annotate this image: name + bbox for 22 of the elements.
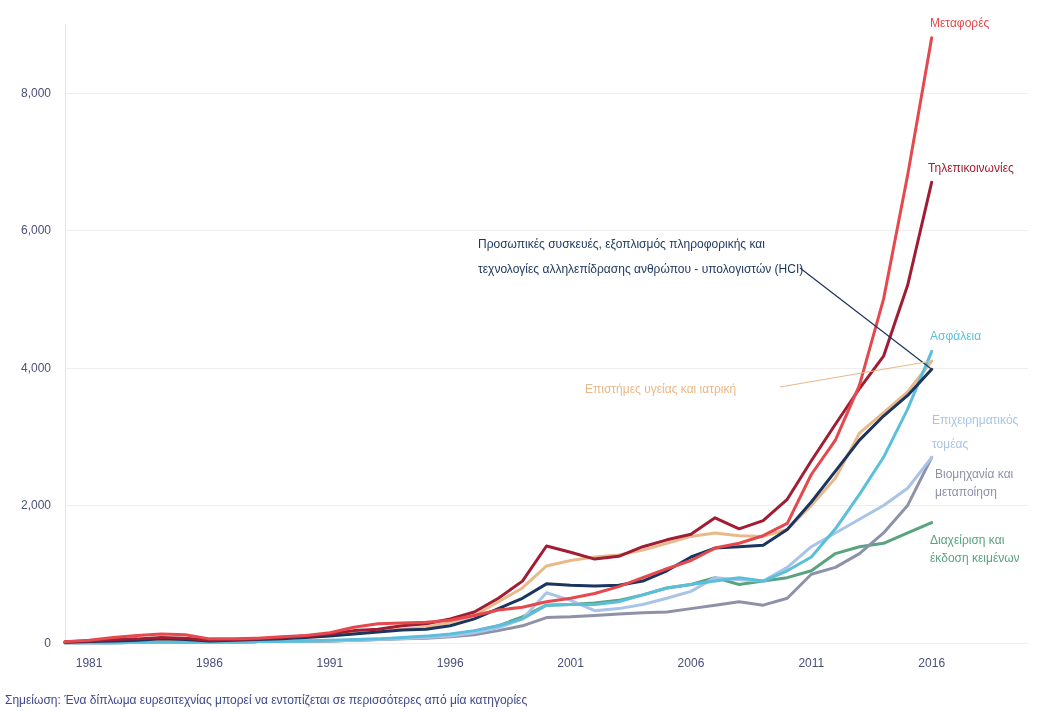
series-label: Επιχειρηματικός τομέας — [932, 413, 1019, 451]
series-label: Τηλεπικοινωνίες — [928, 161, 1014, 175]
y-tick-label: 0 — [44, 636, 52, 650]
x-tick-label: 2011 — [798, 656, 825, 670]
x-tick-label: 2016 — [918, 656, 946, 670]
text: Προσωπικές συσκευές, εξοπλισμός πληροφορικής και τεχνολογίες αλληλεπίδρασης ανθρώπου - υπολογιστών (HCI) — [478, 236, 804, 276]
x-tick-label: 2006 — [677, 656, 705, 670]
series-label: Βιομηχανία και μεταποίηση — [935, 467, 1014, 499]
x-tick-label: 1981 — [75, 656, 103, 670]
y-tick-label: 4,000 — [20, 360, 52, 375]
text: Επιστήμες υγείας και ιατρική — [585, 382, 737, 396]
x-tick-label: 1991 — [316, 656, 344, 670]
y-tick-label: 6,000 — [20, 223, 52, 238]
x-tick-label: 2001 — [557, 656, 585, 670]
y-tick-label: 8,000 — [20, 85, 52, 100]
series-label: Διαχείριση και έκδοση κειμένων — [930, 533, 1020, 565]
text: Σημείωση: Ένα δίπλωμα ευρεσιτεχνίας μπορεί να εντοπίζεται σε περισσότερες από μία κατηγορίες — [5, 693, 528, 707]
y-tick-label: 2,000 — [20, 498, 52, 513]
x-tick-label: 1996 — [436, 656, 464, 670]
series-label: Ασφάλεια — [930, 329, 982, 343]
series-label: Μεταφορές — [930, 16, 990, 30]
x-tick-label: 1986 — [196, 656, 224, 670]
